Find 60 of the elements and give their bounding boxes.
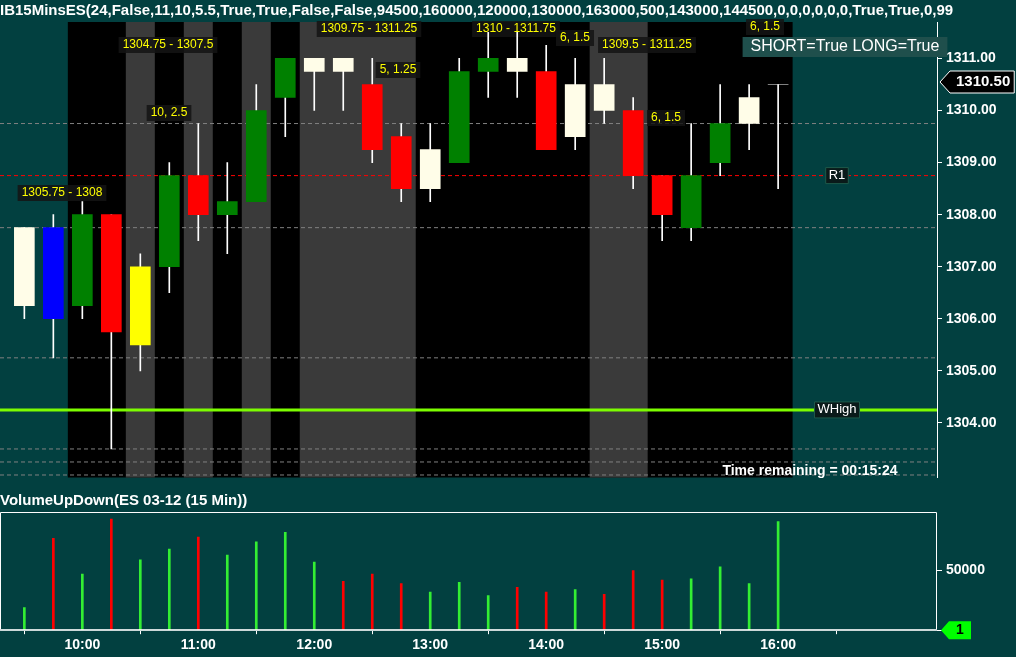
bar [573, 589, 577, 631]
y-tick-label: 1309.00 [946, 153, 997, 170]
y-tick-label: 1311.00 [946, 49, 997, 66]
bar [254, 541, 258, 631]
annotation: 5, 1.25 [379, 62, 417, 77]
y-tick-label: 50000 [946, 561, 986, 578]
ref-line-label: R1 [828, 167, 846, 183]
x-tick-label: 16:00 [760, 636, 797, 653]
bar [428, 591, 432, 631]
candlestick [216, 162, 238, 255]
bar [631, 570, 635, 631]
bar [515, 586, 519, 631]
x-tick-label: 11:00 [180, 636, 217, 653]
bar [81, 573, 84, 631]
annotation: 1309.75 - 1311.25 [320, 21, 418, 36]
y-tick-label: 1310.00 [946, 101, 997, 118]
bar [457, 582, 461, 631]
text: 1310.50 [955, 72, 1011, 90]
y-tick-label: 1307.00 [946, 257, 997, 274]
text: 1 [956, 621, 965, 638]
bar [23, 607, 26, 631]
bar [602, 594, 606, 631]
annotation: Time remaining = 00:15:24 [722, 461, 898, 478]
annotation: 6, 1.5 [559, 30, 591, 45]
bar [544, 591, 548, 631]
y-tick-label: 1304.00 [946, 413, 997, 430]
bar [283, 531, 287, 631]
candlestick [767, 84, 789, 189]
annotation: 1310 - 1311.75 [476, 21, 557, 36]
bar [196, 536, 200, 631]
bar [167, 548, 171, 631]
y-tick-label: 1305.00 [946, 361, 997, 378]
candlestick [506, 32, 528, 98]
chart-title: IB15MinsES(24,False,11,10,5.5,True,True,False,False,94500,160000,120000,130000,163000,500,143000,144500,0,0,0,0,0,0,True,True,0,99 [0, 1, 954, 19]
x-tick-label: 12:00 [296, 636, 333, 653]
ref-line-label: WHigh [817, 401, 857, 417]
bar [312, 561, 316, 631]
annotation: 1309.5 - 1311.25 [602, 37, 693, 52]
chart-title: VolumeUpDown(ES 03-12 (15 Min)) [0, 491, 248, 509]
bar [370, 573, 374, 631]
annotation: 6, 1.5 [650, 110, 682, 125]
annotation: SHORT=True LONG=True [750, 37, 940, 55]
candlestick [477, 32, 499, 98]
bar [52, 537, 55, 631]
bar [225, 554, 229, 631]
annotation: 10, 2.5 [150, 105, 188, 120]
annotation: 1304.75 - 1307.5 [122, 37, 214, 52]
annotation: 1305.75 - 1308 [21, 185, 103, 200]
bar [399, 583, 403, 631]
x-tick-label: 13:00 [412, 636, 449, 653]
bar [486, 595, 490, 631]
annotation: 6, 1.5 [749, 19, 781, 34]
bar [138, 559, 142, 631]
y-tick-label: 1306.00 [946, 309, 997, 326]
x-tick-label: 10:00 [64, 636, 101, 653]
y-tick-label: 1308.00 [946, 205, 997, 222]
bar [110, 518, 113, 631]
bar [341, 580, 345, 631]
x-tick-label: 14:00 [528, 636, 565, 653]
x-tick-label: 15:00 [644, 636, 681, 653]
